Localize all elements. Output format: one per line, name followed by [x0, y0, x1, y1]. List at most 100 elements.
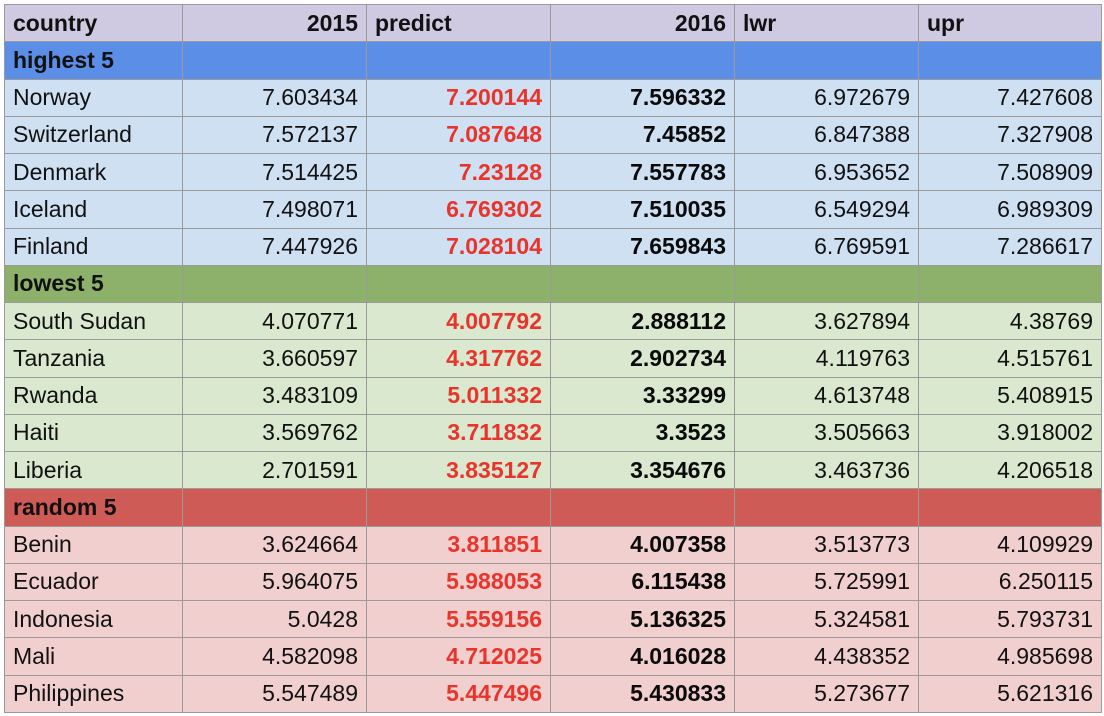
- country-cell: Philippines: [4, 674, 183, 713]
- section-empty-cell: [182, 488, 367, 527]
- value-2016-cell: 3.354676: [550, 450, 735, 490]
- country-cell: Switzerland: [4, 115, 183, 155]
- lwr-cell: 4.119763: [734, 339, 919, 378]
- predict-cell: 3.835127: [366, 450, 551, 490]
- value-2015-cell: 5.547489: [182, 674, 367, 713]
- predict-cell: 6.769302: [366, 190, 551, 229]
- table-row: Tanzania 3.660597 4.317762 2.902734 4.119763…: [4, 339, 1102, 378]
- value-2016-cell: 3.3523: [550, 413, 735, 453]
- value-2015-cell: 5.964075: [182, 562, 367, 602]
- value-2016-cell: 5.430833: [550, 674, 735, 713]
- predict-cell: 3.711832: [366, 413, 551, 453]
- table-row: Rwanda 3.483109 5.011332 3.33299 4.613748 5.4…: [4, 376, 1102, 415]
- lwr-cell: 6.549294: [734, 190, 919, 229]
- value-2015-cell: 7.498071: [182, 190, 367, 229]
- value-2016-cell: 7.45852: [550, 115, 735, 155]
- lwr-cell: 3.513773: [734, 525, 919, 564]
- value-2015-cell: 4.070771: [182, 301, 367, 341]
- section-empty-cell: [550, 488, 735, 527]
- table-row: Ecuador 5.964075 5.988053 6.115438 5.725991 6…: [4, 562, 1102, 602]
- value-2015-cell: 5.0428: [182, 599, 367, 639]
- table-row: Norway 7.603434 7.200144 7.596332 6.972679 7.…: [4, 78, 1102, 117]
- value-2015-cell: 7.447926: [182, 227, 367, 266]
- section-empty-cell: [182, 264, 367, 304]
- value-2015-cell: 3.624664: [182, 525, 367, 564]
- header-2015: 2015: [182, 3, 367, 43]
- predict-cell: 4.007792: [366, 301, 551, 341]
- value-2015-cell: 3.569762: [182, 413, 367, 453]
- country-cell: Finland: [4, 227, 183, 266]
- table-row: Finland 7.447926 7.028104 7.659843 6.769591 7…: [4, 227, 1102, 266]
- value-2015-cell: 3.660597: [182, 339, 367, 378]
- header-country: country: [4, 3, 183, 43]
- value-2016-cell: 5.136325: [550, 599, 735, 639]
- table-row: South Sudan 4.070771 4.007792 2.888112 3.627…: [4, 301, 1102, 341]
- data-table: country 2015 predict 2016 lwr upr highes…: [4, 3, 1102, 713]
- header-predict: predict: [366, 3, 551, 43]
- predict-cell: 4.317762: [366, 339, 551, 378]
- predict-cell: 7.200144: [366, 78, 551, 117]
- table-row: Philippines 5.547489 5.447496 5.430833 5.273…: [4, 674, 1102, 713]
- lwr-cell: 4.613748: [734, 376, 919, 415]
- predict-cell: 5.447496: [366, 674, 551, 713]
- header-row: country 2015 predict 2016 lwr upr: [4, 3, 1102, 43]
- value-2016-cell: 2.888112: [550, 301, 735, 341]
- section-empty-cell: [734, 41, 919, 80]
- value-2016-cell: 7.596332: [550, 78, 735, 117]
- section-header-row: random 5: [4, 488, 1102, 527]
- section-header-row: highest 5: [4, 41, 1102, 80]
- value-2016-cell: 2.902734: [550, 339, 735, 378]
- country-cell: Mali: [4, 637, 183, 676]
- value-2015-cell: 7.603434: [182, 78, 367, 117]
- country-cell: Norway: [4, 78, 183, 117]
- section-empty-cell: [550, 264, 735, 304]
- table-row: Mali 4.582098 4.712025 4.016028 4.438352 4.98…: [4, 637, 1102, 676]
- predict-cell: 5.988053: [366, 562, 551, 602]
- upr-cell: 4.985698: [918, 637, 1102, 676]
- value-2016-cell: 7.510035: [550, 190, 735, 229]
- value-2015-cell: 7.572137: [182, 115, 367, 155]
- section-empty-cell: [366, 488, 551, 527]
- section-label: highest 5: [4, 41, 183, 80]
- lwr-cell: 3.505663: [734, 413, 919, 453]
- lwr-cell: 6.953652: [734, 152, 919, 192]
- country-cell: Tanzania: [4, 339, 183, 378]
- section-empty-cell: [366, 41, 551, 80]
- country-cell: Haiti: [4, 413, 183, 453]
- upr-cell: 4.109929: [918, 525, 1102, 564]
- section-empty-cell: [734, 264, 919, 304]
- predict-cell: 7.087648: [366, 115, 551, 155]
- section-label: lowest 5: [4, 264, 183, 304]
- header-lwr: lwr: [734, 3, 919, 43]
- lwr-cell: 5.725991: [734, 562, 919, 602]
- lwr-cell: 6.847388: [734, 115, 919, 155]
- upr-cell: 7.427608: [918, 78, 1102, 117]
- predict-cell: 5.559156: [366, 599, 551, 639]
- table-row: Haiti 3.569762 3.711832 3.3523 3.505663 3.918…: [4, 413, 1102, 453]
- country-cell: Ecuador: [4, 562, 183, 602]
- section-empty-cell: [918, 41, 1102, 80]
- lwr-cell: 4.438352: [734, 637, 919, 676]
- value-2015-cell: 4.582098: [182, 637, 367, 676]
- predict-cell: 4.712025: [366, 637, 551, 676]
- table-row: Indonesia 5.0428 5.559156 5.136325 5.324581 5…: [4, 599, 1102, 639]
- section-empty-cell: [918, 264, 1102, 304]
- upr-cell: 7.508909: [918, 152, 1102, 192]
- section-header-row: lowest 5: [4, 264, 1102, 304]
- predict-cell: 7.028104: [366, 227, 551, 266]
- value-2016-cell: 7.659843: [550, 227, 735, 266]
- header-2016: 2016: [550, 3, 735, 43]
- section-empty-cell: [366, 264, 551, 304]
- country-cell: Benin: [4, 525, 183, 564]
- table-body: country 2015 predict 2016 lwr upr highes…: [4, 3, 1102, 713]
- country-cell: Rwanda: [4, 376, 183, 415]
- section-empty-cell: [918, 488, 1102, 527]
- section-empty-cell: [550, 41, 735, 80]
- table-row: Switzerland 7.572137 7.087648 7.45852 6.8473…: [4, 115, 1102, 155]
- value-2015-cell: 3.483109: [182, 376, 367, 415]
- table-row: Denmark 7.514425 7.23128 7.557783 6.953652 7.…: [4, 152, 1102, 192]
- table-row: Benin 3.624664 3.811851 4.007358 3.513773 4.1…: [4, 525, 1102, 564]
- value-2016-cell: 7.557783: [550, 152, 735, 192]
- lwr-cell: 6.769591: [734, 227, 919, 266]
- upr-cell: 7.327908: [918, 115, 1102, 155]
